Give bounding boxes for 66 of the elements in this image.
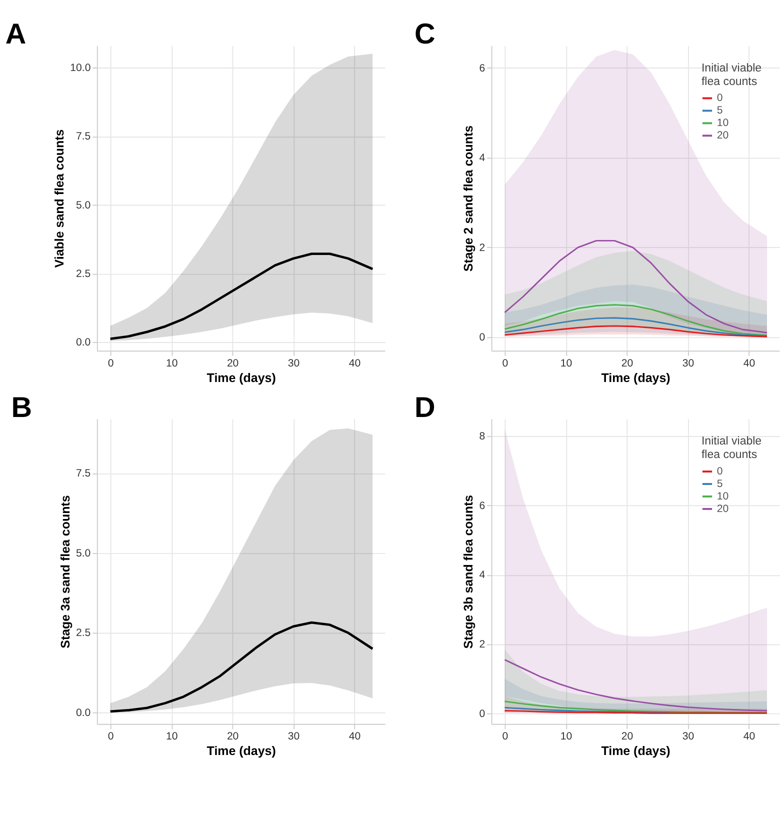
x-tick-label: 30	[682, 357, 694, 370]
y-tick-label: 2.5	[76, 627, 91, 640]
legend-title: Initial viable flea counts	[701, 436, 762, 462]
y-axis-title: Stage 3a sand flea counts	[58, 495, 72, 648]
legend-label: 20	[716, 130, 729, 142]
legend-label: 0	[716, 92, 723, 104]
x-tick-label: 40	[348, 357, 361, 370]
y-tick-label: 4	[479, 152, 486, 164]
legend-label: 20	[716, 502, 729, 515]
x-tick-label: 40	[743, 730, 756, 743]
y-tick-label: 5.0	[76, 199, 91, 212]
x-tick-label: 30	[288, 357, 300, 370]
y-tick-label: 5.0	[76, 547, 91, 560]
x-tick-label: 20	[226, 357, 239, 370]
legend-label: 5	[716, 478, 723, 490]
y-tick-label: 0.0	[76, 336, 91, 349]
y-tick-label: 7.5	[76, 130, 91, 143]
line-series	[109, 621, 374, 713]
x-tick-label: 30	[288, 730, 300, 743]
line-series	[504, 325, 768, 338]
x-tick-label: 0	[502, 357, 508, 370]
y-tick-label: 4	[479, 569, 486, 582]
x-axis-title: Time (days)	[206, 370, 276, 385]
legend-label: 5	[716, 104, 723, 117]
x-tick-label: 30	[682, 730, 694, 743]
y-tick-label: 0	[479, 708, 486, 720]
line-series	[504, 317, 768, 337]
y-tick-label: 2	[479, 242, 486, 254]
chart-title: C	[414, 18, 436, 51]
line-series	[504, 659, 768, 712]
x-tick-label: 20	[621, 730, 634, 743]
y-tick-label: 2.5	[76, 268, 91, 280]
legend-label: 10	[716, 117, 729, 130]
x-tick-label: 40	[348, 730, 361, 743]
y-axis-title: Stage 2 sand flea counts	[461, 125, 476, 272]
x-tick-label: 20	[226, 730, 239, 743]
y-tick-label: 6	[479, 500, 486, 512]
y-tick-label: 6	[479, 62, 486, 74]
legend-title: Initial viable flea counts	[701, 62, 762, 88]
y-tick-label: 8	[479, 430, 486, 442]
y-axis-title: Stage 3b sand flea counts	[461, 494, 476, 649]
x-tick-label: 0	[108, 357, 114, 370]
x-tick-label: 10	[560, 730, 572, 743]
x-tick-label: 10	[560, 357, 572, 370]
y-tick-label: 0	[479, 332, 486, 344]
legend-label: 0	[716, 465, 723, 478]
chart-title: A	[5, 18, 26, 51]
x-tick-label: 0	[108, 730, 114, 743]
y-axis-title: Viable sand flea counts	[52, 129, 66, 268]
y-tick-label: 0.0	[76, 707, 91, 720]
x-tick-label: 40	[743, 357, 756, 370]
x-tick-label: 20	[621, 357, 634, 370]
x-tick-label: 0	[502, 730, 508, 743]
chart-title: B	[11, 392, 32, 424]
line-series	[504, 700, 768, 714]
y-tick-label: 2	[479, 638, 486, 651]
line-series	[109, 252, 374, 340]
x-tick-label: 10	[166, 357, 178, 370]
chart-title: D	[414, 392, 436, 424]
x-axis-title: Time (days)	[601, 370, 670, 385]
x-axis-title: Time (days)	[206, 744, 276, 758]
legend-label: 10	[716, 490, 729, 502]
x-axis-title: Time (days)	[601, 744, 670, 758]
x-tick-label: 10	[166, 730, 178, 743]
y-tick-label: 10.0	[70, 62, 91, 74]
y-tick-label: 7.5	[76, 467, 91, 480]
